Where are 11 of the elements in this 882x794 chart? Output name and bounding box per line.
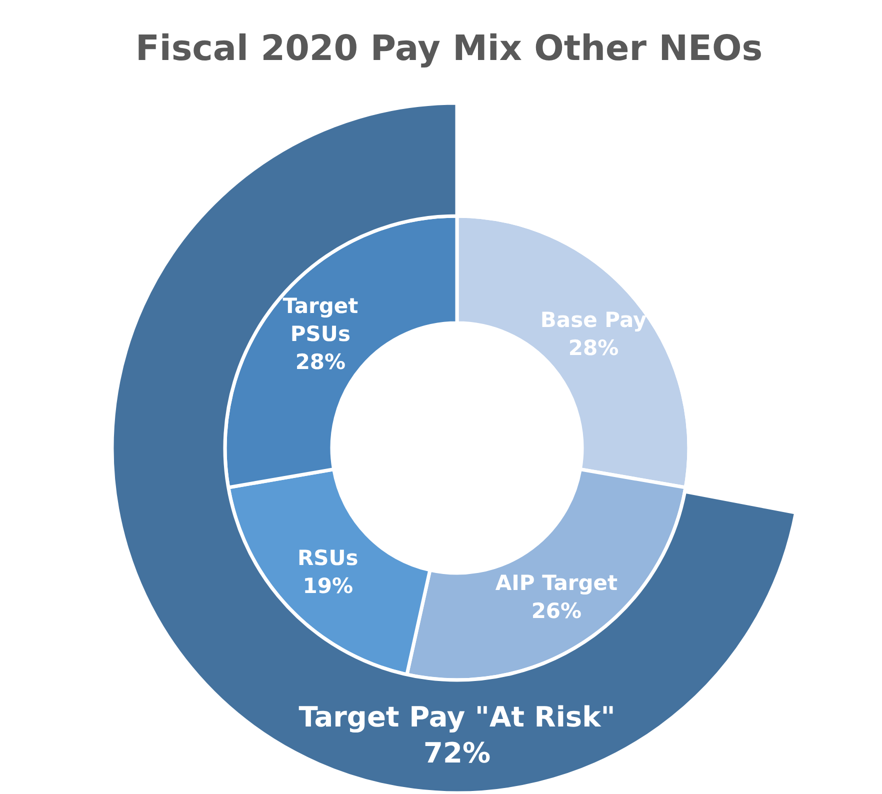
slice-label: AIP Target bbox=[495, 571, 618, 596]
slice-label: Target Pay "At Risk" bbox=[298, 700, 616, 734]
data-label: 72% bbox=[423, 736, 491, 770]
data-label: 19% bbox=[302, 574, 354, 598]
data-label: 28% bbox=[295, 350, 346, 374]
chart-title: Fiscal 2020 Pay Mix Other NEOs bbox=[135, 29, 763, 69]
slice-label: RSUs bbox=[297, 546, 358, 570]
slice-label: Base Pay bbox=[540, 308, 647, 332]
data-label: 26% bbox=[531, 599, 582, 624]
data-label: 28% bbox=[568, 336, 619, 360]
slice-label: Target PSUs bbox=[282, 294, 358, 346]
